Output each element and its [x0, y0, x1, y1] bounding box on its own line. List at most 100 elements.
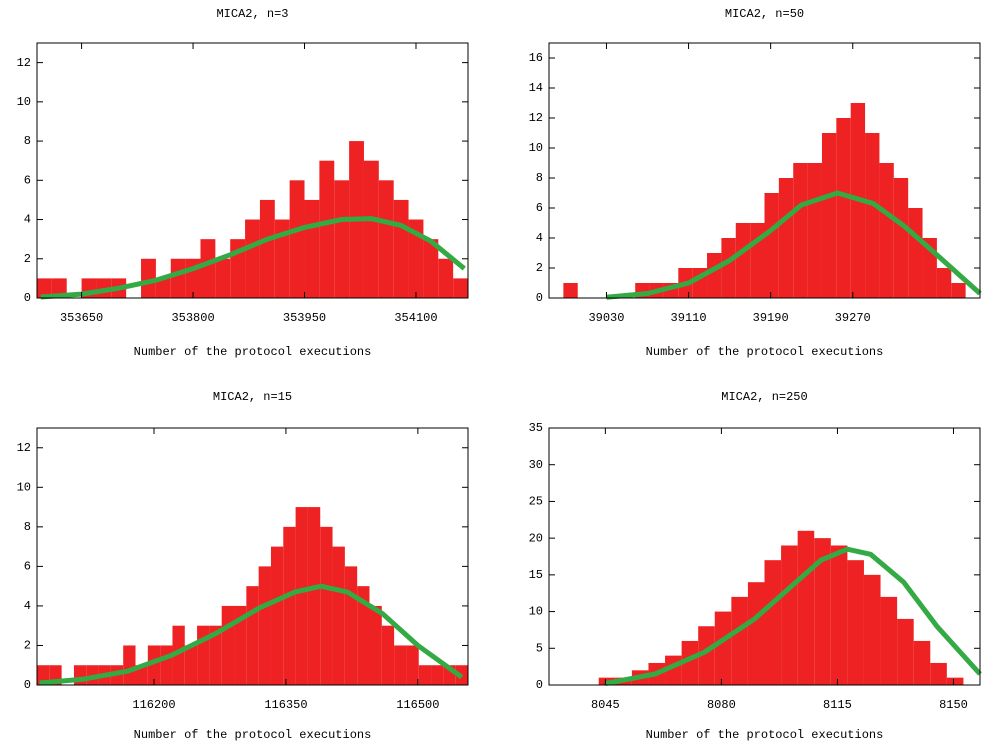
histogram-bar [270, 546, 284, 685]
plot-frame [548, 427, 981, 686]
chart-title: MICA2, n=3 [216, 7, 288, 21]
y-tick-label: 2 [536, 261, 543, 275]
histogram-bar [200, 239, 216, 298]
histogram-bar [209, 625, 222, 685]
histogram-bar [893, 178, 909, 298]
x-tick-label: 8045 [591, 698, 620, 712]
histogram-bar [259, 199, 275, 298]
y-tick-label: 6 [24, 560, 31, 574]
histogram-bar [406, 645, 419, 685]
histogram-bar [332, 546, 345, 685]
y-tick-label: 5 [536, 641, 543, 655]
x-tick-label: 353950 [283, 311, 326, 325]
histogram-bar [304, 199, 320, 298]
y-tick-label: 16 [529, 51, 543, 65]
histogram-bar [807, 163, 822, 298]
histogram-bar [123, 645, 136, 685]
histogram-bar [563, 283, 578, 298]
histogram-bar [221, 605, 235, 685]
histogram-bar [363, 160, 379, 298]
histogram-bar [821, 133, 837, 298]
y-tick-label: 0 [536, 678, 543, 692]
y-tick-label: 14 [529, 81, 543, 95]
fit-curve [39, 583, 464, 686]
histogram-bar [245, 219, 260, 298]
histogram-bar [913, 640, 931, 685]
x-tick-label: 354100 [394, 311, 437, 325]
histogram-bar [747, 582, 765, 685]
histogram-bar [319, 160, 335, 298]
histogram-bar [731, 596, 748, 685]
histogram-bar [764, 193, 779, 298]
y-tick-label: 2 [24, 252, 31, 266]
histogram-bar [334, 180, 350, 298]
histogram-bar [946, 677, 964, 685]
histogram-bar [847, 560, 864, 685]
histogram-bar [283, 526, 296, 685]
histogram-bar [930, 662, 947, 685]
histogram-bar [357, 586, 370, 685]
x-tick-label: 39030 [588, 311, 624, 325]
histogram-bar [160, 645, 173, 685]
histogram-bar [170, 258, 186, 298]
histogram-bar [814, 538, 831, 685]
y-tick-label: 4 [24, 599, 31, 613]
y-tick-label: 4 [536, 231, 543, 245]
y-tick-label: 12 [17, 441, 31, 455]
x-tick-label: 39190 [753, 311, 789, 325]
histogram-bar [797, 530, 815, 685]
histogram-bar [320, 526, 333, 685]
histogram-bar [863, 574, 881, 685]
y-tick-label: 10 [17, 95, 31, 109]
y-tick-label: 0 [24, 291, 31, 305]
plot-frame [36, 427, 469, 686]
x-tick-label: 8150 [939, 698, 968, 712]
y-tick-label: 20 [529, 531, 543, 545]
y-tick-label: 0 [536, 291, 543, 305]
histogram-bar [714, 611, 732, 685]
fit-curve [604, 546, 982, 686]
histogram-bar [289, 180, 305, 298]
histogram-bar [234, 605, 247, 685]
x-tick-label: 8080 [707, 698, 736, 712]
x-tick-label: 353650 [60, 311, 103, 325]
x-axis-label: Number of the protocol executions [134, 345, 372, 359]
plot-frame [548, 42, 981, 299]
histogram-bar [908, 208, 923, 298]
histogram-bar [184, 645, 198, 685]
y-tick-label: 15 [529, 568, 543, 582]
histogram-bar [681, 640, 699, 685]
histogram-bar [378, 180, 394, 298]
y-tick-label: 10 [17, 480, 31, 494]
y-tick-label: 2 [24, 639, 31, 653]
x-axis-label: Number of the protocol executions [134, 728, 372, 742]
histogram-bar [438, 258, 454, 298]
x-tick-label: 116350 [264, 698, 307, 712]
histogram-bar [246, 586, 259, 685]
x-tick-label: 116200 [132, 698, 175, 712]
chart-title: MICA2, n=50 [725, 7, 804, 21]
y-tick-label: 0 [24, 678, 31, 692]
histogram-bar [258, 566, 271, 685]
histogram-bar [879, 163, 894, 298]
histogram-bar [698, 626, 715, 685]
histogram-bar [197, 625, 210, 685]
y-tick-label: 6 [24, 173, 31, 187]
histogram-bar [830, 545, 848, 685]
x-tick-label: 353800 [171, 311, 214, 325]
histogram-bar [307, 507, 321, 685]
x-tick-label: 116500 [396, 698, 439, 712]
histogram-bar [37, 278, 52, 298]
y-tick-label: 8 [24, 520, 31, 534]
histogram-bar [431, 665, 444, 685]
histogram-bar [793, 163, 808, 298]
y-tick-label: 12 [17, 56, 31, 70]
histogram-bar [141, 258, 156, 298]
histogram-bar [155, 278, 171, 298]
histogram-bar [381, 625, 395, 685]
fit-curve [40, 216, 466, 300]
y-tick-label: 12 [529, 111, 543, 125]
histogram-bar [274, 219, 290, 298]
x-axis-label: Number of the protocol executions [646, 345, 884, 359]
